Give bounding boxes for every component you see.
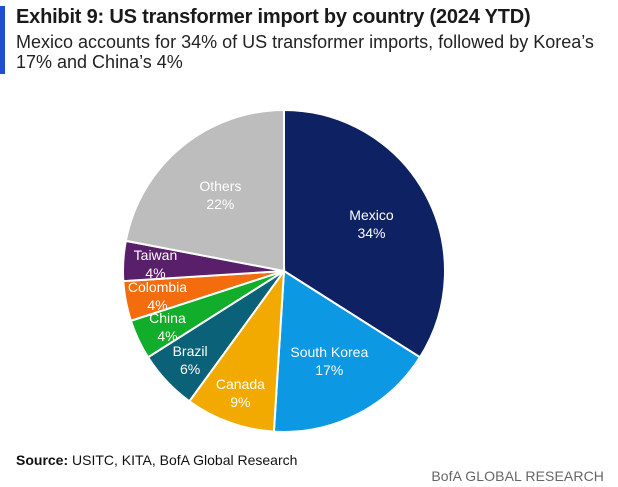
pie-slice-south-korea	[272, 269, 422, 433]
slice-name-taiwan: Taiwan	[134, 247, 178, 263]
chart-subtitle: Mexico accounts for 34% of US transforme…	[16, 32, 594, 72]
slice-value-canada: 9%	[230, 394, 250, 410]
source-label: Source:	[16, 452, 69, 468]
slice-name-china: China	[149, 310, 186, 326]
slice-value-china: 4%	[157, 328, 177, 344]
slice-value-taiwan: 4%	[145, 265, 165, 281]
slice-value-others: 22%	[206, 196, 234, 212]
slice-name-canada: Canada	[216, 376, 265, 392]
slice-value-colombia: 4%	[147, 297, 167, 313]
slice-name-brazil: Brazil	[173, 343, 208, 359]
chart-title: Exhibit 9: US transformer import by coun…	[16, 6, 531, 28]
pie-slice-canada	[187, 267, 286, 433]
header-accent-bar	[0, 6, 5, 74]
slice-value-brazil: 6%	[180, 361, 200, 377]
slice-name-south-korea: South Korea	[290, 344, 368, 360]
slice-name-mexico: Mexico	[349, 207, 394, 223]
source-note: Source: USITC, KITA, BofA Global Researc…	[16, 452, 297, 468]
slice-value-mexico: 34%	[357, 225, 385, 241]
slice-name-others: Others	[199, 178, 241, 194]
slice-value-south-korea: 17%	[315, 362, 343, 378]
source-text: USITC, KITA, BofA Global Research	[72, 452, 298, 468]
slice-name-colombia: Colombia	[128, 279, 187, 295]
brand-mark: BofA GLOBAL RESEARCH	[431, 468, 604, 484]
pie-slice-others	[124, 108, 285, 273]
